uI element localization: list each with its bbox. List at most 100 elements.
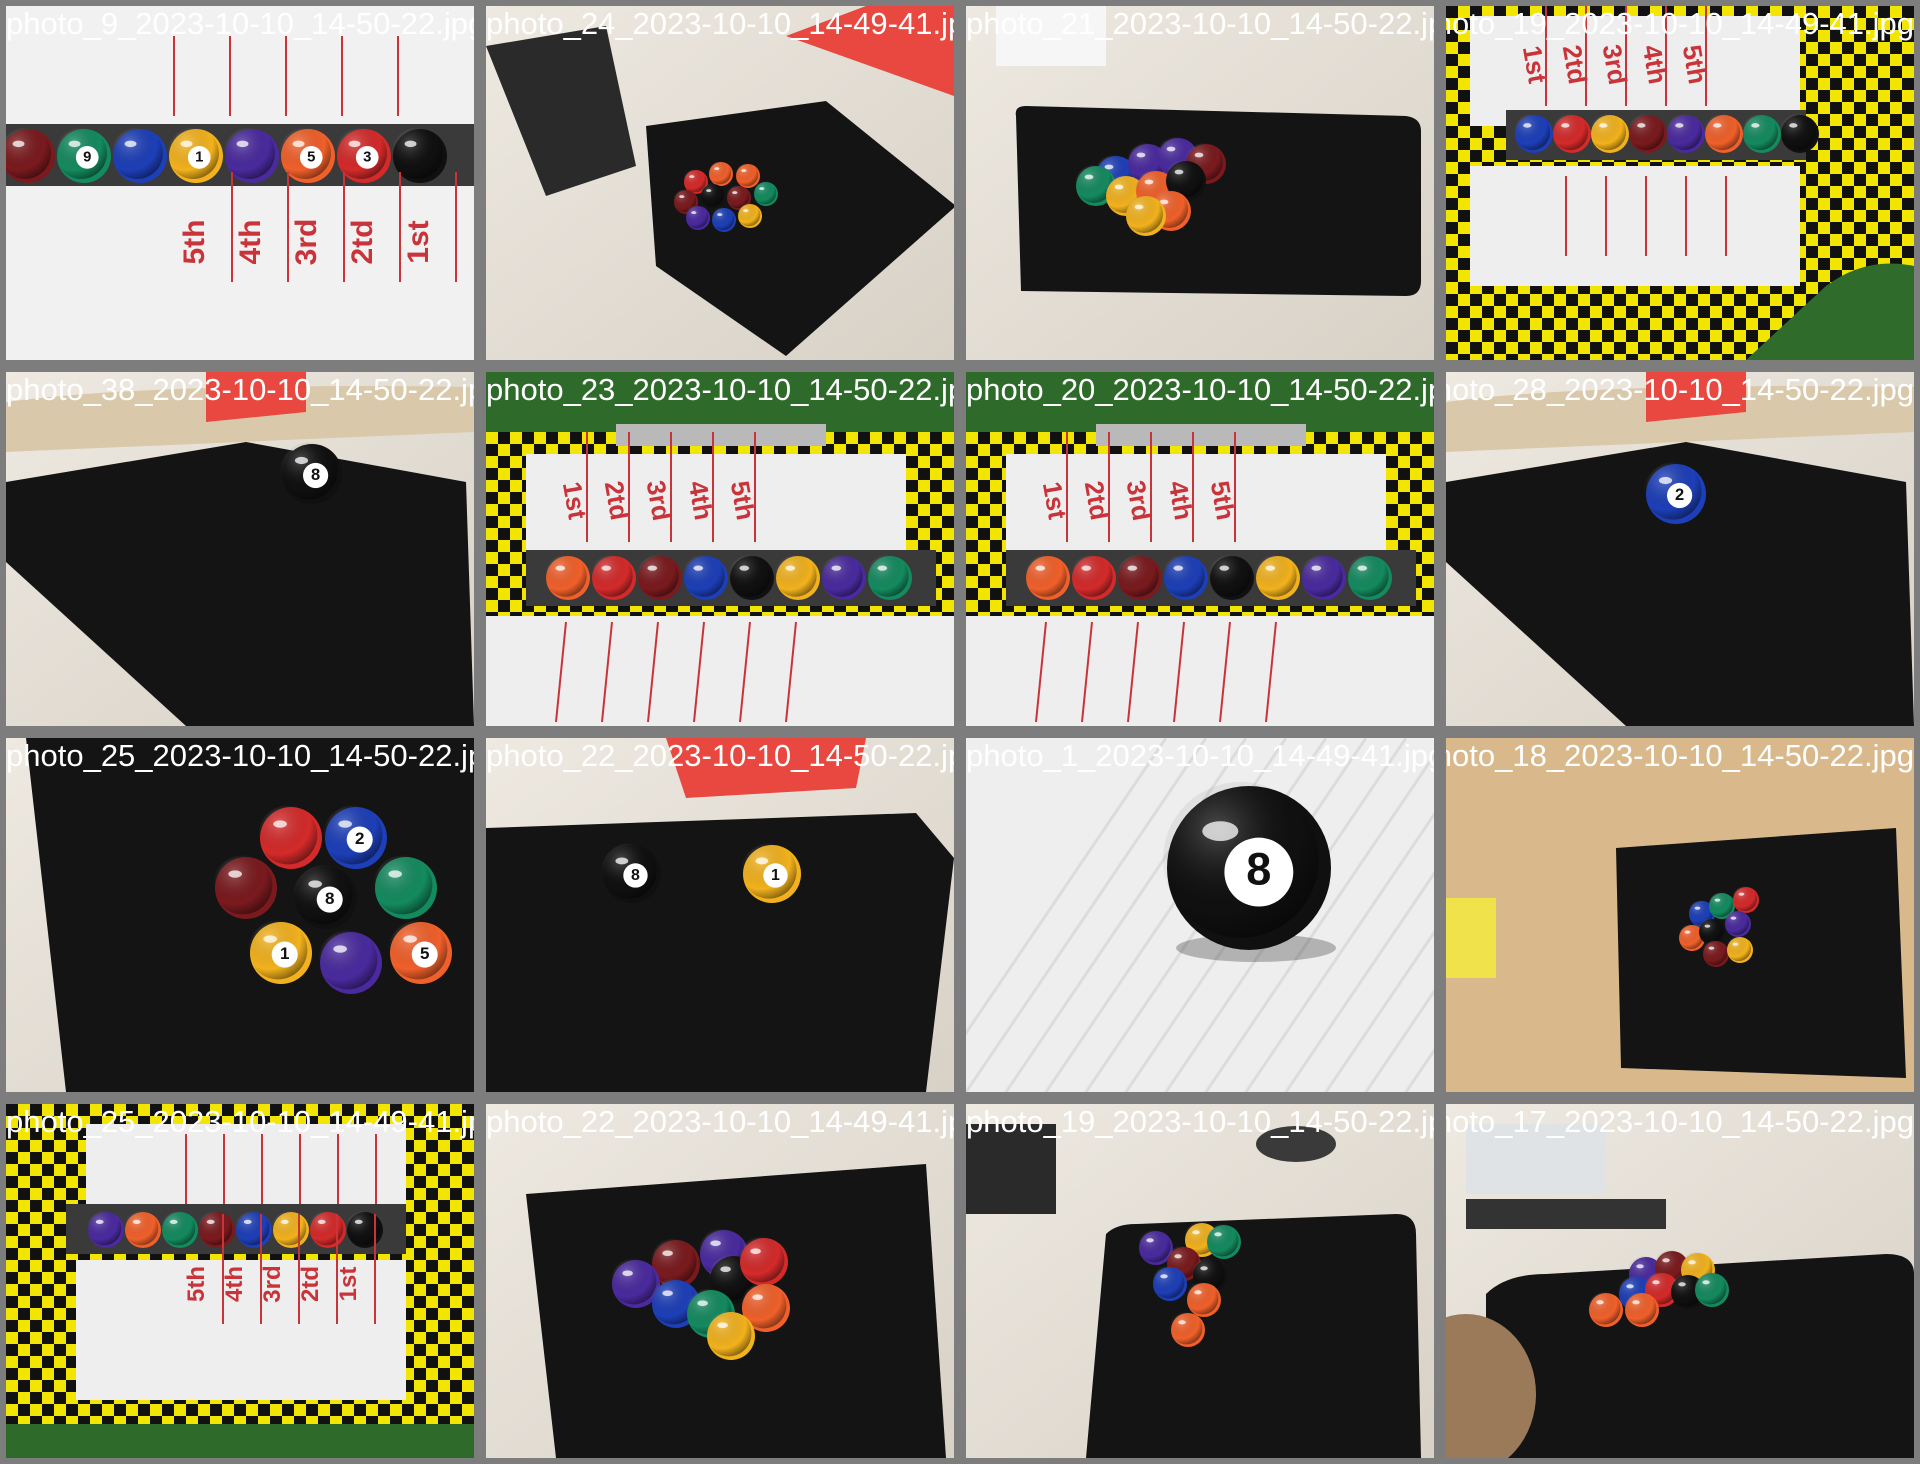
photo-thumbnail bbox=[966, 1104, 1434, 1458]
svg-text:8: 8 bbox=[311, 466, 320, 484]
photo-tile[interactable]: 8 1 photo_22_2023-10-10_14-50-22.jpg bbox=[480, 732, 960, 1098]
billiard-ball bbox=[683, 169, 708, 194]
billiard-ball bbox=[258, 805, 322, 869]
billiard-ball bbox=[1590, 114, 1629, 153]
photo-thumbnail bbox=[1446, 738, 1914, 1092]
photo-thumbnail: 8 bbox=[6, 372, 474, 726]
billiard-ball bbox=[6, 127, 55, 183]
photo-tile[interactable]: photo_24_2023-10-10_14-49-41.jpg bbox=[480, 0, 960, 366]
billiard-ball: 1 bbox=[167, 127, 223, 183]
photo-tile[interactable]: 9 1 5 3 5th 4th 3rd 2td 1st photo_9_2023-10-10_14… bbox=[0, 0, 480, 366]
billiard-ball bbox=[1726, 936, 1753, 963]
rack-position-label: 3rd bbox=[1121, 478, 1158, 523]
photo-thumbnail: 9 1 5 3 5th 4th 3rd 2td 1st bbox=[6, 6, 474, 360]
billiard-ball bbox=[610, 1258, 660, 1308]
billiard-ball: 8 bbox=[293, 865, 357, 929]
photo-tile[interactable]: photo_22_2023-10-10_14-49-41.jpg bbox=[480, 1098, 960, 1464]
billiard-ball bbox=[708, 161, 733, 186]
billiard-ball: 5 bbox=[279, 127, 335, 183]
rack-position-label: 4th bbox=[221, 1266, 248, 1302]
billiard-ball bbox=[866, 554, 912, 600]
rack-position-label: 3rd bbox=[1597, 42, 1634, 87]
billiard-ball bbox=[590, 554, 636, 600]
rack-position-label: 1st bbox=[335, 1267, 362, 1302]
billiard-ball bbox=[1588, 1292, 1623, 1327]
billiard-ball bbox=[1208, 554, 1254, 600]
billiard-ball bbox=[1724, 910, 1751, 937]
photo-tile[interactable]: 2 8 1 5 photo_25_2023-10-10_14-50-22.jpg bbox=[0, 732, 480, 1098]
billiard-ball bbox=[1742, 114, 1781, 153]
rack-position-label: 5th bbox=[1677, 43, 1713, 87]
billiard-ball bbox=[685, 205, 710, 230]
rack-position-label: 2td bbox=[346, 220, 379, 265]
billiard-ball bbox=[1300, 554, 1346, 600]
billiard-ball bbox=[373, 855, 437, 919]
billiard-ball bbox=[124, 1211, 161, 1248]
billiard-ball: 5 bbox=[388, 920, 452, 984]
rack-position-label: 3rd bbox=[641, 478, 678, 523]
billiard-ball bbox=[1702, 940, 1729, 967]
billiard-ball bbox=[726, 185, 751, 210]
rack-position-label: 2td bbox=[1079, 479, 1115, 523]
svg-text:8: 8 bbox=[631, 867, 640, 884]
svg-text:2: 2 bbox=[1675, 486, 1684, 504]
rack-position-label: 1st bbox=[402, 220, 435, 263]
photo-tile[interactable]: 8 photo_1_2023-10-10_14-49-41.jpg bbox=[960, 732, 1440, 1098]
billiard-ball bbox=[87, 1211, 124, 1248]
svg-text:3: 3 bbox=[363, 149, 371, 165]
rack-position-label: 1st bbox=[1037, 479, 1073, 522]
photo-tile[interactable]: 5th 4th 3rd 2td 1st photo_25_2023-10-10_14-49… bbox=[0, 1098, 480, 1464]
billiard-ball bbox=[111, 127, 167, 183]
billiard-ball bbox=[1708, 892, 1735, 919]
billiard-ball bbox=[735, 163, 760, 188]
rack-position-label: 5th bbox=[725, 479, 761, 523]
billiard-ball bbox=[700, 183, 725, 208]
photo-thumbnail bbox=[486, 6, 954, 360]
billiard-ball bbox=[1075, 165, 1116, 206]
billiard-ball: 1 bbox=[248, 920, 312, 984]
rack-position-label: 4th bbox=[234, 220, 267, 265]
svg-text:5: 5 bbox=[420, 944, 429, 963]
photo-thumbnail: 1st 2td 3rd 4th 5th bbox=[486, 372, 954, 726]
rack-position-label: 1st bbox=[1517, 43, 1553, 86]
billiard-ball bbox=[1628, 114, 1667, 153]
rack-position-label: 1st bbox=[557, 479, 593, 522]
rack-position-label: 5th bbox=[1205, 479, 1241, 523]
billiard-ball: 2 bbox=[323, 805, 387, 869]
photo-thumbnail: 2 bbox=[1446, 372, 1914, 726]
svg-text:2: 2 bbox=[355, 829, 364, 848]
photo-thumbnail: 5th 4th 3rd 2td 1st bbox=[6, 1104, 474, 1458]
billiard-ball bbox=[682, 554, 728, 600]
billiard-ball bbox=[1070, 554, 1116, 600]
photo-tile[interactable]: photo_17_2023-10-10_14-50-22.jpg bbox=[1440, 1098, 1920, 1464]
rack-position-label: 3rd bbox=[259, 1265, 286, 1302]
billiard-ball bbox=[1170, 1312, 1205, 1347]
billiard-ball bbox=[711, 207, 736, 232]
billiard-ball bbox=[544, 554, 590, 600]
billiard-ball bbox=[738, 1236, 788, 1286]
billiard-ball bbox=[650, 1238, 700, 1288]
billiard-ball bbox=[1206, 1224, 1241, 1259]
photo-tile[interactable]: photo_19_2023-10-10_14-50-22.jpg bbox=[960, 1098, 1440, 1464]
billiard-ball bbox=[1346, 554, 1392, 600]
billiard-ball bbox=[728, 554, 774, 600]
photo-tile[interactable]: 2 photo_28_2023-10-10_14-50-22.jpg bbox=[1440, 366, 1920, 732]
photo-thumbnail: 1st 2td 3rd 4th 5th bbox=[1446, 6, 1914, 360]
svg-text:1: 1 bbox=[280, 944, 289, 963]
photo-tile[interactable]: 8 photo_38_2023-10-10_14-50-22.jpg bbox=[0, 366, 480, 732]
billiard-ball bbox=[1552, 114, 1591, 153]
svg-text:8: 8 bbox=[1246, 843, 1271, 894]
photo-thumbnail bbox=[486, 1104, 954, 1458]
photo-tile[interactable]: 1st 2td 3rd 4th 5th photo_19_2023-10-10_14-49… bbox=[1440, 0, 1920, 366]
svg-text:5: 5 bbox=[307, 149, 315, 165]
photo-tile[interactable]: photo_18_2023-10-10_14-50-22.jpg bbox=[1440, 732, 1920, 1098]
billiard-ball bbox=[1704, 114, 1743, 153]
rack-position-label: 4th bbox=[683, 479, 719, 523]
billiard-ball: 8 bbox=[601, 843, 661, 903]
billiard-ball: 8 bbox=[1162, 781, 1331, 950]
photo-tile[interactable]: photo_21_2023-10-10_14-50-22.jpg bbox=[960, 0, 1440, 366]
photo-tile[interactable]: 1st 2td 3rd 4th 5th photo_23_2023-10-10_14-50… bbox=[480, 366, 960, 732]
billiard-ball bbox=[213, 855, 277, 919]
photo-tile[interactable]: 1st 2td 3rd 4th 5th photo_20_2023-10-10_14-50… bbox=[960, 366, 1440, 732]
